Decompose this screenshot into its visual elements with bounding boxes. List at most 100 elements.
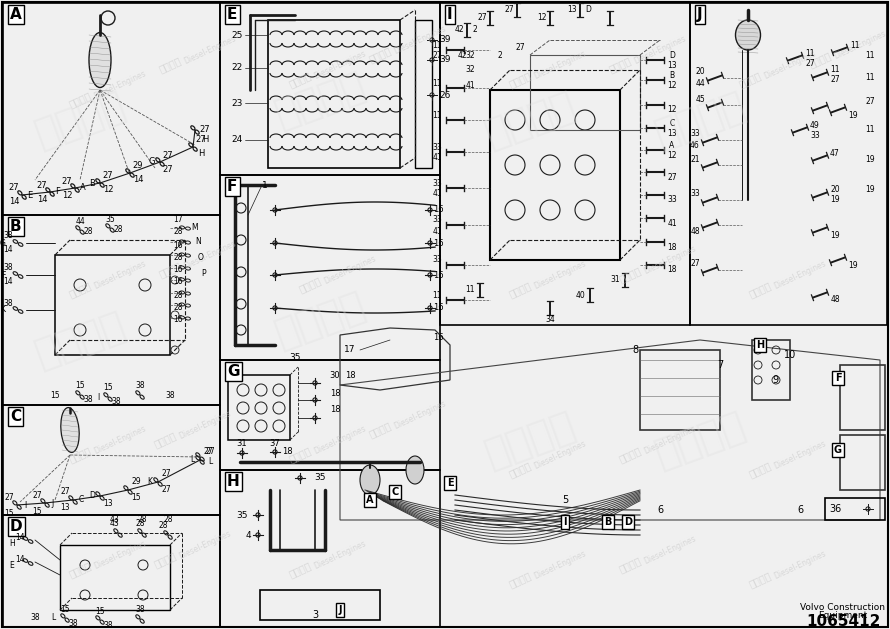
Text: B: B [604, 517, 611, 527]
Text: L: L [51, 613, 55, 623]
Text: F: F [227, 179, 238, 194]
Text: 46: 46 [690, 142, 700, 150]
Text: 27: 27 [61, 487, 69, 496]
Text: Diesel-Engines: Diesel-Engines [93, 424, 148, 456]
Text: Diesel-Engines: Diesel-Engines [633, 34, 688, 66]
Text: 40: 40 [575, 291, 585, 299]
Text: 35: 35 [236, 511, 247, 520]
Text: 华发动力: 华发动力 [368, 45, 392, 65]
Text: H: H [227, 474, 239, 489]
Text: 13: 13 [103, 499, 113, 508]
Text: 28: 28 [137, 516, 147, 525]
Text: 37: 37 [270, 438, 280, 447]
Text: 11: 11 [830, 65, 840, 74]
Text: 华发动力: 华发动力 [29, 306, 131, 374]
Text: E: E [227, 7, 238, 22]
Text: 14: 14 [15, 555, 25, 564]
Text: H: H [198, 150, 204, 159]
Text: F: F [1, 270, 5, 279]
Text: G: G [834, 445, 842, 455]
Text: 32: 32 [465, 50, 474, 60]
Text: 11: 11 [465, 286, 474, 294]
Text: 12: 12 [668, 106, 676, 114]
Text: 28: 28 [174, 291, 182, 299]
Text: 19: 19 [848, 260, 858, 269]
Text: Diesel-Engines: Diesel-Engines [773, 259, 828, 291]
Text: 22: 22 [231, 64, 243, 72]
Text: 43: 43 [110, 516, 120, 525]
Text: F: F [835, 373, 841, 383]
Text: D: D [624, 517, 632, 527]
Text: J: J [697, 7, 702, 22]
Text: 11: 11 [433, 111, 441, 120]
Text: 16: 16 [433, 206, 443, 214]
Text: 8: 8 [632, 345, 638, 355]
Text: 18: 18 [329, 406, 340, 415]
Text: 华发动力: 华发动力 [287, 445, 312, 464]
Text: 47: 47 [830, 148, 840, 157]
Text: 38: 38 [135, 606, 145, 615]
Text: 35: 35 [314, 474, 326, 482]
Text: 11: 11 [433, 291, 441, 299]
Text: 27: 27 [161, 486, 171, 494]
Text: 33: 33 [433, 143, 441, 152]
Text: 12: 12 [668, 150, 676, 160]
Text: 20: 20 [830, 186, 840, 194]
Text: Diesel-Engines: Diesel-Engines [773, 439, 828, 471]
Text: 9: 9 [772, 375, 778, 385]
Text: 27: 27 [865, 97, 875, 106]
Text: 45: 45 [695, 94, 705, 104]
Text: 38: 38 [4, 264, 12, 272]
Text: C: C [10, 409, 21, 424]
Text: L: L [208, 457, 212, 467]
Text: 27: 27 [477, 13, 487, 23]
Text: J: J [52, 499, 54, 508]
Text: 华发动力: 华发动力 [68, 560, 93, 579]
Text: 15: 15 [103, 384, 113, 392]
Text: 16: 16 [174, 277, 182, 286]
Text: 华发动力: 华发动力 [650, 86, 750, 154]
Text: 42: 42 [457, 50, 467, 60]
Text: 41: 41 [668, 218, 676, 228]
Text: 14: 14 [133, 175, 143, 184]
Text: 15: 15 [32, 506, 42, 516]
Text: 44: 44 [695, 79, 705, 89]
Text: 15: 15 [4, 508, 14, 518]
Text: 16: 16 [174, 316, 182, 325]
Text: 19: 19 [830, 196, 840, 204]
Text: 27: 27 [9, 184, 20, 192]
Text: D: D [89, 491, 95, 501]
Text: 24: 24 [231, 135, 243, 145]
Text: 33: 33 [668, 196, 677, 204]
Text: 28: 28 [174, 228, 182, 237]
Text: 11: 11 [865, 74, 875, 82]
Text: Diesel-Engines: Diesel-Engines [832, 29, 887, 61]
Text: 华发动力: 华发动力 [650, 406, 750, 474]
Text: 15: 15 [95, 606, 105, 616]
Text: 17: 17 [174, 216, 182, 225]
Text: 17: 17 [344, 345, 356, 355]
Text: I: I [563, 517, 567, 527]
Text: 16: 16 [433, 304, 443, 313]
Text: C: C [669, 118, 675, 128]
Text: 6: 6 [797, 505, 803, 515]
Text: 11: 11 [850, 40, 860, 50]
Text: Equipment: Equipment [819, 611, 868, 620]
Text: 华发动力: 华发动力 [270, 66, 370, 134]
Text: 3: 3 [312, 610, 318, 620]
Text: 27: 27 [161, 469, 171, 479]
Text: Diesel-Engines: Diesel-Engines [312, 49, 368, 81]
Text: 20: 20 [695, 67, 705, 77]
Text: 18: 18 [668, 265, 676, 274]
Text: 华发动力: 华发动力 [152, 550, 178, 569]
Text: 27: 27 [668, 172, 676, 182]
Text: Diesel-Engines: Diesel-Engines [532, 549, 587, 581]
Text: 18: 18 [282, 447, 292, 457]
Text: 27: 27 [433, 52, 441, 60]
Text: 35: 35 [105, 214, 115, 223]
Text: 华发动力: 华发动力 [507, 281, 533, 299]
Text: 29: 29 [133, 162, 143, 170]
Text: 11: 11 [865, 50, 875, 60]
Text: Diesel-Engines: Diesel-Engines [532, 49, 587, 81]
Text: 29: 29 [131, 477, 141, 486]
